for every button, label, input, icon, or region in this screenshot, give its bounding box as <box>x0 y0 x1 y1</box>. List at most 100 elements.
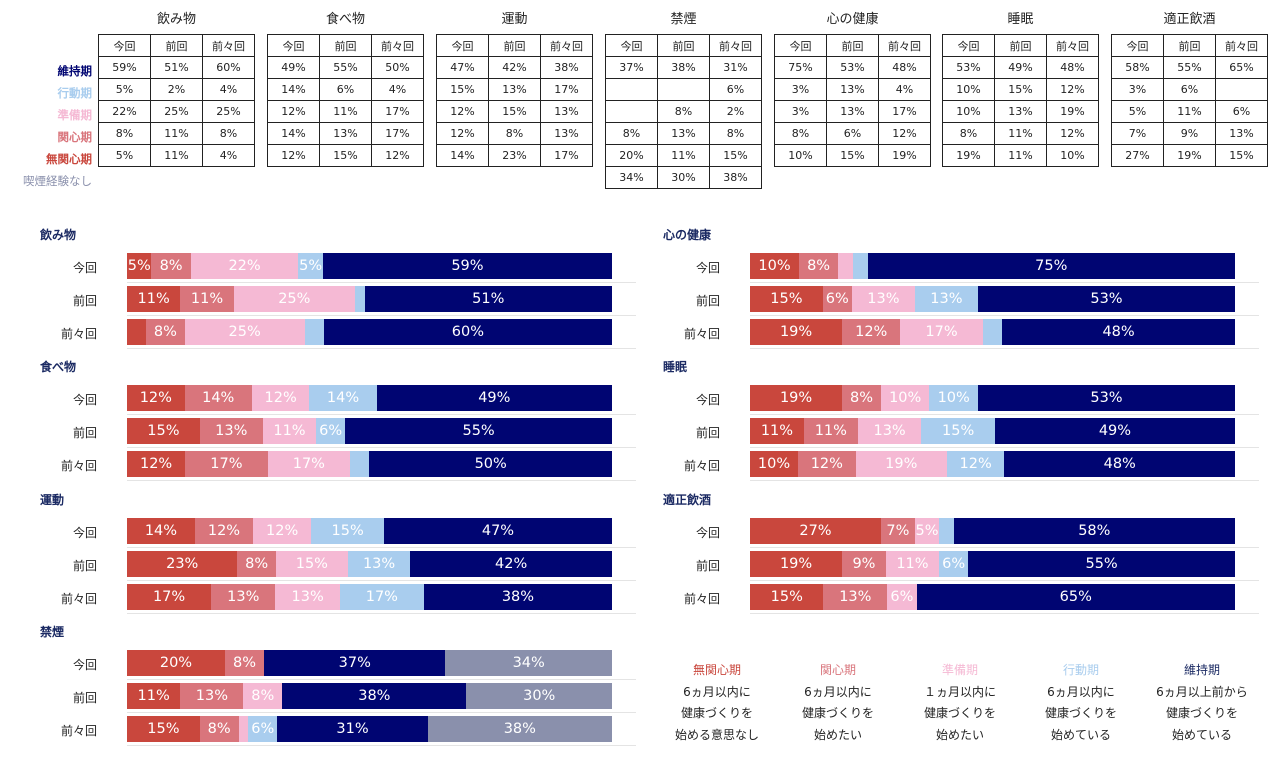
table-cell: 49% <box>994 56 1047 79</box>
table-cell: 8% <box>488 122 541 145</box>
table-cell: 13% <box>488 78 541 101</box>
bar-segment <box>127 319 147 345</box>
table-cell: 5% <box>1111 100 1164 123</box>
bar-segment: 6% <box>887 584 917 610</box>
bar-segment: 59% <box>322 253 612 279</box>
table-cell: 11% <box>994 144 1047 167</box>
row-divider <box>127 348 636 349</box>
table-cell: 48% <box>1046 56 1099 79</box>
legend-item: 行動期 6ヵ月以内に 健康づくりを 始めている <box>1021 660 1141 746</box>
bar-segment: 15% <box>921 418 995 444</box>
period-header: 今回 <box>436 34 489 57</box>
category-label: 前々回 <box>683 327 720 341</box>
bar-segment: 25% <box>233 286 355 312</box>
row-divider <box>127 447 636 448</box>
row-divider <box>750 580 1259 581</box>
bar-segment: 17% <box>339 584 424 610</box>
bar-segment <box>238 716 249 742</box>
row-divider <box>750 348 1259 349</box>
stage-label: 準備期 <box>57 108 93 122</box>
row-divider <box>750 480 1259 481</box>
bar-segment: 9% <box>842 551 886 577</box>
table-cell: 13% <box>540 122 593 145</box>
category-label: 前々回 <box>60 327 97 341</box>
bar-segment: 15% <box>311 518 385 544</box>
bar-segment: 53% <box>977 286 1235 312</box>
table-cell: 49% <box>267 56 320 79</box>
table-cell: 65% <box>1215 56 1268 79</box>
table-cell: 10% <box>942 78 995 101</box>
table-title: 飲み物 <box>156 12 196 27</box>
row-divider <box>750 447 1259 448</box>
bar-segment: 23% <box>127 551 238 577</box>
legend-description: 始めている <box>1171 727 1232 742</box>
category-label: 前々回 <box>60 459 97 473</box>
category-label: 前々回 <box>60 724 97 738</box>
table-cell: 58% <box>1111 56 1164 79</box>
stage-label: 関心期 <box>57 130 93 144</box>
category-label: 今回 <box>72 393 97 407</box>
bar-segment: 14% <box>127 518 195 544</box>
bar-segment: 19% <box>750 319 843 345</box>
category-label: 前回 <box>72 426 97 440</box>
bar-segment: 11% <box>885 551 940 577</box>
category-label: 前々回 <box>60 592 97 606</box>
bar-segment: 48% <box>1004 451 1235 477</box>
table-cell: 8% <box>202 122 255 145</box>
table-cell: 3% <box>774 100 827 123</box>
summary-table: 今回 前回 前々回 58% 55% 65% 3% 6% 5% 11% 6% 7% 9% 13% 27% 19%… <box>1111 34 1268 167</box>
bar-segment: 34% <box>445 650 612 676</box>
bar-segment: 7% <box>880 518 915 544</box>
stacked-bar: 15% 6% 13% 13% 53% <box>750 286 1235 312</box>
table-cell: 8% <box>605 122 658 145</box>
bar-segment: 60% <box>323 319 612 345</box>
bar-segment: 10% <box>750 253 799 279</box>
table-cell: 19% <box>942 144 995 167</box>
period-header: 前回 <box>657 34 710 57</box>
bar-segment: 8% <box>842 385 881 411</box>
bar-segment: 11% <box>180 286 234 312</box>
bar-segment <box>304 319 324 345</box>
table-cell: 8% <box>942 122 995 145</box>
period-header: 前々回 <box>878 34 931 57</box>
table-title: 心の健康 <box>826 12 879 27</box>
bar-segment <box>852 253 868 279</box>
table-cell: 4% <box>202 144 255 167</box>
period-header: 前回 <box>1163 34 1216 57</box>
bar-segment: 12% <box>253 518 312 544</box>
bar-segment: 53% <box>977 385 1235 411</box>
stacked-bar: 10% 12% 19% 12% 48% <box>750 451 1235 477</box>
table-cell: 5% <box>98 78 151 101</box>
stacked-bar: 5% 8% 22% 5% 59% <box>127 253 612 279</box>
table-cell: 13% <box>1215 122 1268 145</box>
table-cell: 13% <box>540 100 593 123</box>
table-cell <box>605 78 658 101</box>
period-header: 前回 <box>488 34 541 57</box>
period-header: 前回 <box>150 34 203 57</box>
bar-segment: 30% <box>466 683 612 709</box>
row-divider <box>750 613 1259 614</box>
bar-segment: 47% <box>384 518 612 544</box>
table-cell: 13% <box>994 100 1047 123</box>
bar-segment: 75% <box>867 253 1235 279</box>
table-cell: 10% <box>774 144 827 167</box>
bar-segment: 8% <box>798 253 839 279</box>
period-header: 前々回 <box>540 34 593 57</box>
table-cell: 10% <box>1046 144 1099 167</box>
legend-stage-name: 関心期 <box>819 663 856 677</box>
table-cell: 37% <box>605 56 658 79</box>
bar-segment: 20% <box>127 650 225 676</box>
table-cell: 13% <box>319 122 372 145</box>
table-cell: 38% <box>540 56 593 79</box>
table-cell: 25% <box>202 100 255 123</box>
legend-description: 健康づくりを <box>923 706 996 720</box>
bar-segment: 48% <box>1002 319 1235 345</box>
bar-segment: 55% <box>968 551 1235 577</box>
category-label: 前回 <box>695 559 720 573</box>
stacked-bar: 15% 13% 11% 6% 55% <box>127 418 612 444</box>
table-cell: 12% <box>436 122 489 145</box>
period-header: 前々回 <box>1046 34 1099 57</box>
legend-description: 始めている <box>1050 727 1111 742</box>
table-cell: 6% <box>319 78 372 101</box>
stacked-bar: 10% 8% 75% <box>750 253 1235 279</box>
